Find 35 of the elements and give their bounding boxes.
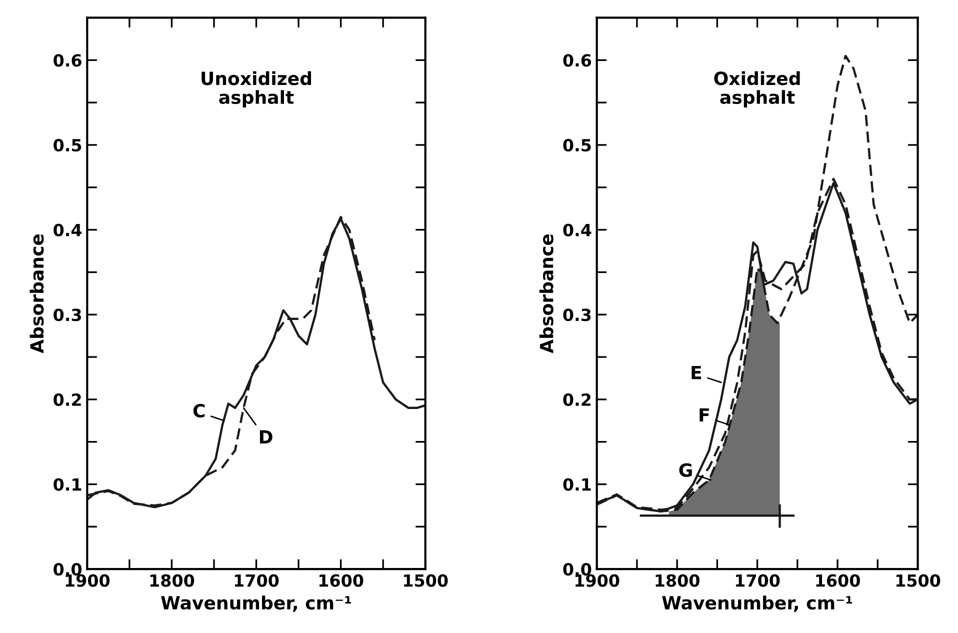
y-tick-label: 0.6 [54, 54, 82, 67]
annotation: E [692, 366, 702, 380]
x-tick-label: 1700 [234, 574, 279, 587]
x-tick-label: 1800 [656, 574, 700, 587]
annotation: F [700, 408, 709, 422]
y-axis-title: Absorbance [30, 234, 44, 354]
annotation: C [193, 404, 205, 418]
y-tick-label: 0.6 [563, 54, 592, 67]
x-tick-label: 1700 [736, 574, 780, 587]
x-axis-title: Wavenumber, cm⁻¹ [161, 596, 351, 612]
x-tick-label: 1500 [896, 574, 940, 587]
y-tick-label: 0.2 [563, 393, 591, 406]
y-tick-label: 0.1 [54, 478, 82, 491]
y-tick-label: 0.1 [563, 478, 591, 491]
y-tick-label: 0.3 [563, 308, 591, 322]
annotation: G [679, 463, 692, 477]
x-tick-label: 1500 [404, 574, 448, 587]
x-tick-label: 1600 [319, 574, 364, 587]
annotation: Oxidized asphalt [714, 71, 800, 108]
y-tick-label: 0.3 [54, 308, 81, 322]
y-axis-title: Absorbance [539, 234, 554, 354]
annotation: D [260, 430, 272, 444]
y-tick-label: 0.4 [54, 224, 82, 236]
y-tick-label: 0.0 [54, 563, 82, 576]
x-tick-label: 1600 [816, 574, 860, 587]
x-tick-label: 1900 [576, 574, 620, 587]
x-tick-label: 1800 [150, 574, 194, 587]
y-tick-label: 0.4 [563, 224, 592, 236]
y-tick-label: 0.5 [563, 138, 591, 152]
y-tick-label: 0.0 [563, 563, 592, 576]
x-tick-label: 1900 [66, 574, 110, 587]
annotation: Unoxidized asphalt [202, 71, 312, 108]
y-tick-label: 0.5 [54, 138, 82, 152]
x-axis-title: Wavenumber, cm⁻¹ [662, 596, 852, 612]
y-tick-label: 0.2 [54, 393, 81, 406]
